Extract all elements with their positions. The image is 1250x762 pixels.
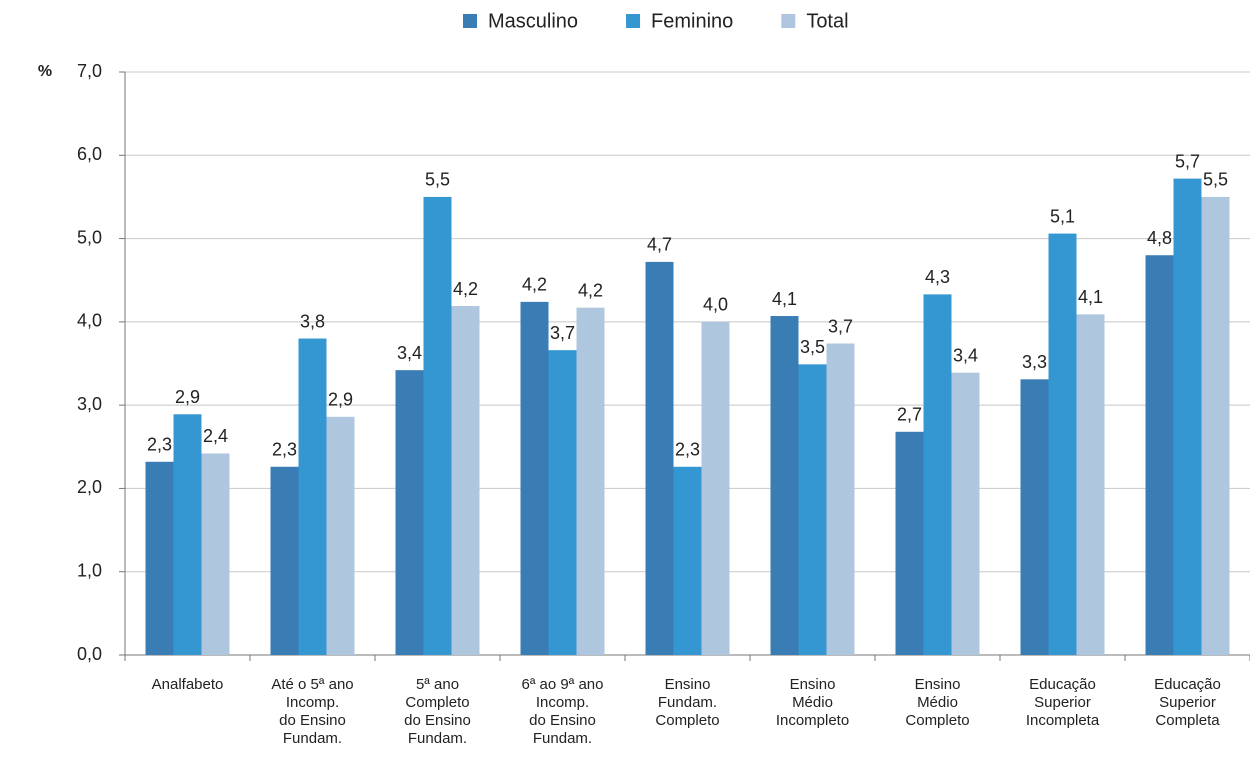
- legend-label: Feminino: [651, 10, 733, 32]
- y-tick-label: 2,0: [77, 477, 102, 497]
- y-tick-label: 3,0: [77, 394, 102, 414]
- data-label: 3,7: [550, 323, 575, 343]
- bar: [895, 431, 924, 655]
- bar: [201, 453, 230, 655]
- bar: [270, 466, 299, 655]
- y-tick-label: 0,0: [77, 644, 102, 664]
- legend-label: Total: [806, 10, 848, 32]
- data-label: 5,5: [1203, 170, 1228, 190]
- bar: [1020, 379, 1049, 655]
- legend-label: Masculino: [488, 10, 578, 32]
- bar: [1173, 178, 1202, 655]
- bar: [395, 370, 424, 655]
- y-tick-label: 7,0: [77, 61, 102, 81]
- bar: [1048, 233, 1077, 655]
- y-tick-label: 1,0: [77, 560, 102, 580]
- bar: [548, 350, 577, 655]
- bar: [1145, 255, 1174, 655]
- x-tick-label: 6ª ao 9ª ano Incomp. do Ensino Fundam.: [521, 676, 604, 747]
- bar: [826, 343, 855, 655]
- data-label: 4,2: [453, 279, 478, 299]
- data-label: 2,3: [675, 440, 700, 460]
- data-label: 4,0: [703, 295, 728, 315]
- data-label: 4,1: [1078, 287, 1103, 307]
- x-tick-label: Até o 5ª ano Incomp. do Ensino Fundam.: [271, 676, 354, 747]
- bar: [798, 364, 827, 655]
- x-tick-label: 5ª ano Completo do Ensino Fundam.: [404, 676, 471, 747]
- y-tick-label: 6,0: [77, 144, 102, 164]
- data-label: 5,1: [1050, 206, 1075, 226]
- data-label: 4,8: [1147, 228, 1172, 248]
- bar: [1201, 196, 1230, 655]
- bar: [298, 338, 327, 655]
- y-tick-label: 4,0: [77, 311, 102, 331]
- y-tick-label: 5,0: [77, 227, 102, 247]
- x-tick-label: Analfabeto: [151, 676, 224, 693]
- data-label: 2,3: [147, 435, 172, 455]
- x-tick-label: Educação Superior Completa: [1154, 676, 1221, 729]
- data-label: 5,5: [425, 170, 450, 190]
- data-label: 2,9: [328, 390, 353, 410]
- bar: [701, 321, 730, 655]
- bar: [951, 372, 980, 655]
- x-tick-label: Ensino Fundam. Completo: [655, 676, 720, 729]
- data-label: 2,3: [272, 440, 297, 460]
- bar: [1076, 314, 1105, 655]
- bar: [923, 294, 952, 655]
- bar: [326, 416, 355, 655]
- data-label: 4,7: [647, 235, 672, 255]
- x-tick-label: Educação Superior Incompleta: [1025, 676, 1100, 729]
- data-label: 3,5: [800, 337, 825, 357]
- y-axis-label: %: [38, 63, 52, 80]
- data-label: 5,7: [1175, 151, 1200, 171]
- bar: [645, 261, 674, 655]
- bar: [145, 461, 174, 655]
- bar: [770, 316, 799, 655]
- data-label: 4,3: [925, 267, 950, 287]
- data-label: 3,4: [397, 343, 422, 363]
- legend-swatch: [463, 14, 477, 28]
- bar: [520, 301, 549, 655]
- bar: [673, 466, 702, 655]
- data-label: 2,9: [175, 387, 200, 407]
- data-label: 4,1: [772, 289, 797, 309]
- data-label: 2,7: [897, 405, 922, 425]
- bar: [173, 414, 202, 655]
- x-tick-label: Ensino Médio Completo: [905, 676, 970, 729]
- data-label: 3,3: [1022, 352, 1047, 372]
- bar: [423, 196, 452, 655]
- data-label: 3,7: [828, 316, 853, 336]
- x-tick-label: Ensino Médio Incompleto: [775, 676, 850, 729]
- bar: [576, 307, 605, 655]
- data-label: 4,2: [522, 275, 547, 295]
- data-label: 3,8: [300, 311, 325, 331]
- bar: [451, 306, 480, 655]
- legend-swatch: [781, 14, 796, 28]
- data-label: 3,4: [953, 345, 978, 365]
- data-label: 4,2: [578, 280, 603, 300]
- data-label: 2,4: [203, 426, 228, 446]
- legend-swatch: [626, 14, 641, 28]
